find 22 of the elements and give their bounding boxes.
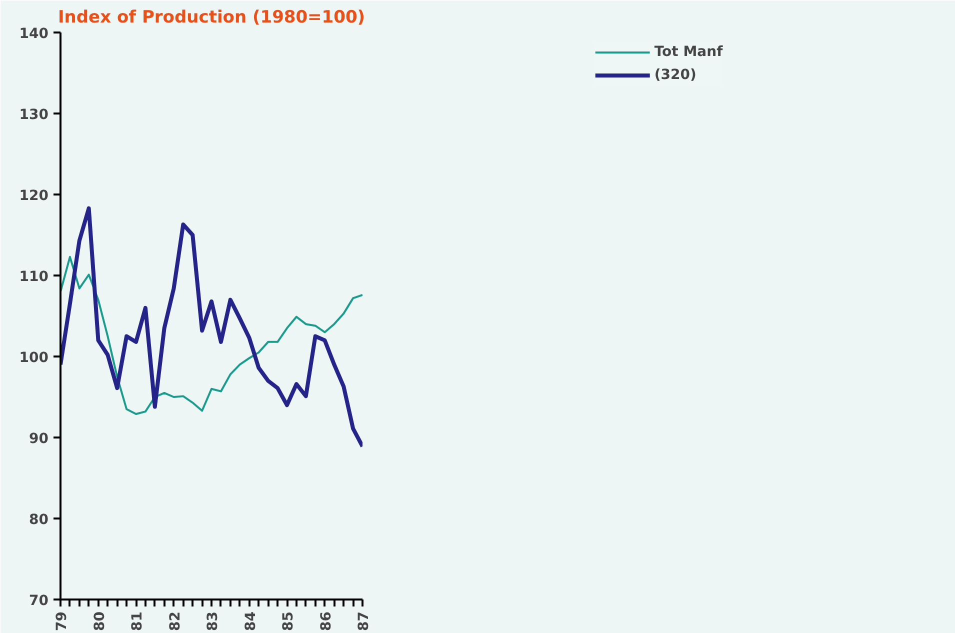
x-tick-label: 83 bbox=[205, 612, 221, 631]
x-tick-label: 84 bbox=[242, 611, 259, 631]
y-tick-label: 140 bbox=[19, 26, 49, 42]
chart-title: Index of Production (1980=100) bbox=[58, 8, 366, 28]
x-tick-label: 81 bbox=[130, 612, 146, 631]
x-tick-label: 85 bbox=[280, 612, 296, 631]
y-tick-label: 120 bbox=[19, 188, 49, 204]
legend-label: (320) bbox=[654, 67, 696, 83]
y-tick-label: 100 bbox=[19, 350, 49, 366]
x-tick-label: 82 bbox=[167, 612, 184, 631]
x-tick-label: 86 bbox=[318, 612, 334, 631]
line-series bbox=[60, 256, 362, 416]
legend-label: Tot Manf bbox=[654, 44, 723, 60]
x-tick-label: 80 bbox=[92, 611, 108, 631]
x-tick-label: 79 bbox=[54, 612, 70, 631]
y-tick-label: 70 bbox=[29, 593, 49, 609]
y-tick-label: 90 bbox=[29, 431, 49, 447]
y-tick-label: 80 bbox=[29, 512, 49, 528]
x-tick-label: 87 bbox=[356, 612, 372, 631]
y-tick-label: 110 bbox=[19, 269, 49, 285]
y-tick-label: 130 bbox=[19, 107, 49, 123]
line-series bbox=[60, 206, 362, 448]
